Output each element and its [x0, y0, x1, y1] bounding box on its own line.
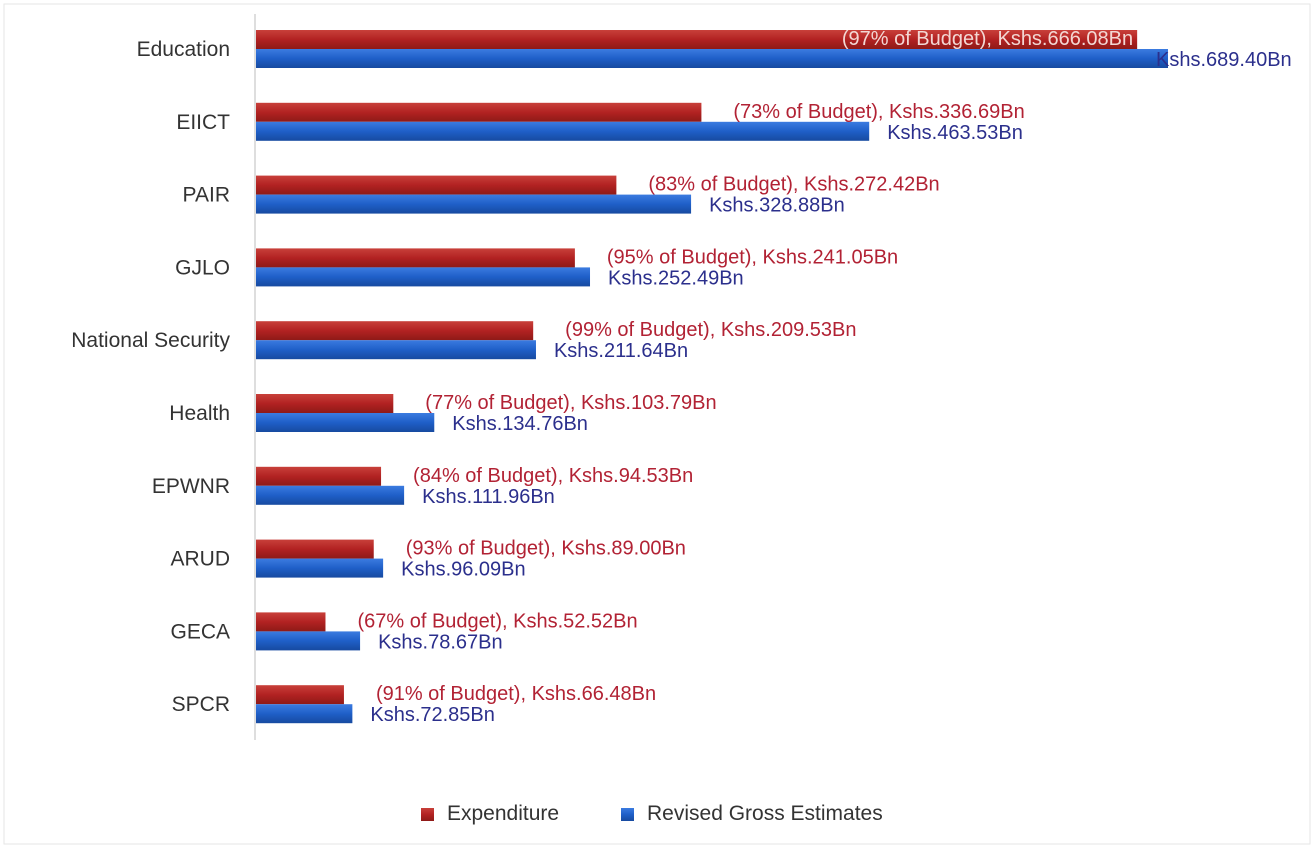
- bar-revised-gross-estimates: [256, 121, 870, 141]
- category-label: GECA: [170, 620, 230, 643]
- bar-revised-gross-estimates: [256, 485, 405, 505]
- bar-revised-gross-estimates: [256, 558, 384, 578]
- bar-expenditure: [256, 685, 344, 705]
- bar-revised-gross-estimates: [256, 413, 435, 432]
- bar-revised-gross-estimates: [256, 704, 353, 724]
- bar-expenditure: [256, 321, 534, 341]
- data-label-revised: Kshs.78.67Bn: [378, 631, 503, 653]
- data-label-expenditure: (93% of Budget), Kshs.89.00Bn: [406, 538, 686, 560]
- legend-label: Revised Gross Estimates: [647, 802, 883, 825]
- category-label: EPWNR: [152, 475, 230, 498]
- chart-frame: [3, 3, 1311, 845]
- data-label-expenditure: (67% of Budget), Kshs.52.52Bn: [357, 610, 637, 632]
- data-label-revised: Kshs.96.09Bn: [401, 559, 526, 581]
- bar-expenditure: [256, 30, 1138, 49]
- bar-expenditure: [256, 394, 394, 413]
- data-label-expenditure: (77% of Budget), Kshs.103.79Bn: [425, 392, 716, 414]
- bar-expenditure: [256, 102, 702, 122]
- bar-revised-gross-estimates: [256, 49, 1168, 68]
- category-label: Education: [137, 38, 230, 61]
- data-label-revised: Kshs.134.76Bn: [452, 413, 588, 435]
- legend-swatch: [421, 808, 434, 821]
- data-label-expenditure: (73% of Budget), Kshs.336.69Bn: [733, 101, 1024, 123]
- data-label-expenditure: (97% of Budget), Kshs.666.08Bn: [842, 28, 1133, 50]
- category-label: GJLO: [175, 256, 230, 279]
- bar-expenditure: [256, 175, 617, 195]
- category-label: National Security: [71, 329, 230, 352]
- category-label: Health: [169, 402, 230, 425]
- bar-revised-gross-estimates: [256, 631, 361, 651]
- data-label-expenditure: (99% of Budget), Kshs.209.53Bn: [565, 319, 856, 341]
- data-label-expenditure: (83% of Budget), Kshs.272.42Bn: [648, 174, 939, 196]
- bar-expenditure: [256, 612, 326, 632]
- category-label: PAIR: [183, 184, 230, 207]
- category-label: EIICT: [176, 111, 230, 134]
- legend-swatch: [621, 808, 634, 821]
- category-label: ARUD: [170, 548, 230, 571]
- data-label-revised: Kshs.252.49Bn: [608, 267, 744, 289]
- data-label-revised: Kshs.72.85Bn: [370, 704, 495, 726]
- data-label-expenditure: (84% of Budget), Kshs.94.53Bn: [413, 465, 693, 487]
- bar-revised-gross-estimates: [256, 340, 536, 360]
- data-label-revised: Kshs.689.40Bn: [1156, 49, 1292, 71]
- data-label-revised: Kshs.328.88Bn: [709, 195, 845, 217]
- bar-expenditure: [256, 466, 382, 486]
- bar-expenditure: [256, 539, 374, 559]
- data-label-expenditure: (91% of Budget), Kshs.66.48Bn: [376, 683, 656, 705]
- data-label-revised: Kshs.111.96Bn: [422, 486, 555, 508]
- bar-expenditure: [256, 248, 575, 268]
- legend-label: Expenditure: [447, 802, 559, 825]
- data-label-revised: Kshs.463.53Bn: [887, 122, 1023, 144]
- data-label-expenditure: (95% of Budget), Kshs.241.05Bn: [607, 246, 898, 268]
- bar-revised-gross-estimates: [256, 194, 692, 214]
- category-label: SPCR: [172, 693, 230, 716]
- data-label-revised: Kshs.211.64Bn: [554, 340, 688, 362]
- bar-revised-gross-estimates: [256, 267, 591, 287]
